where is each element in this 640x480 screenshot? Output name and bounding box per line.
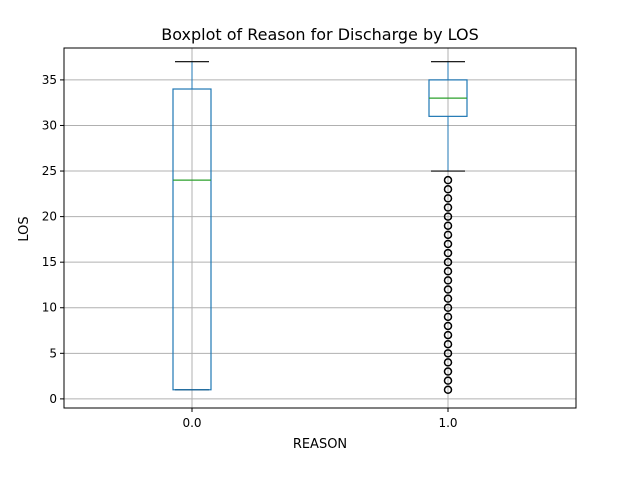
y-axis-ticks: 0 5 10 15 20 25 30 35 [42, 73, 64, 406]
outlier-point [443, 312, 453, 322]
outlier-point [443, 367, 453, 376]
outlier-point [443, 221, 453, 230]
outlier-point [443, 248, 453, 258]
x-tick-label: 0.0 [182, 416, 201, 430]
outlier-point [443, 303, 453, 312]
outlier-point [443, 385, 453, 395]
outlier-point [443, 212, 453, 221]
y-tick-label: 15 [42, 255, 57, 269]
outlier-point [443, 203, 453, 212]
outlier-point [443, 358, 453, 367]
y-tick-label: 20 [42, 210, 57, 224]
y-tick-label: 5 [49, 346, 57, 360]
outlier-point [443, 185, 453, 194]
y-tick-label: 0 [49, 392, 57, 406]
outlier-point [443, 330, 453, 340]
box [172, 88, 212, 391]
outlier-point [443, 276, 453, 285]
box-group [428, 61, 468, 395]
outlier-point [443, 175, 453, 185]
y-tick-label: 10 [42, 301, 57, 315]
y-axis-label: LOS [17, 216, 32, 241]
outlier-point [443, 321, 453, 331]
outlier-point [443, 285, 453, 294]
outlier-point [443, 376, 453, 385]
outlier-point [443, 349, 453, 358]
x-axis-ticks: 0.0 1.0 [182, 408, 458, 430]
y-tick-label: 30 [42, 118, 57, 132]
y-tick-label: 35 [42, 73, 57, 87]
grid-lines [64, 48, 576, 408]
plot-frame [63, 47, 577, 409]
x-axis-label: REASON [293, 437, 347, 452]
box-group [172, 61, 212, 391]
chart-title: Boxplot of Reason for Discharge by LOS [161, 25, 479, 44]
outlier-point [443, 257, 453, 267]
y-tick-label: 25 [42, 164, 57, 178]
outlier-point [443, 230, 453, 240]
boxes [172, 61, 468, 395]
outlier-point [443, 294, 453, 303]
outlier-point [443, 339, 453, 349]
x-tick-label: 1.0 [438, 416, 457, 430]
outlier-point [443, 194, 453, 203]
outlier-point [443, 267, 453, 276]
outlier-point [443, 239, 453, 249]
